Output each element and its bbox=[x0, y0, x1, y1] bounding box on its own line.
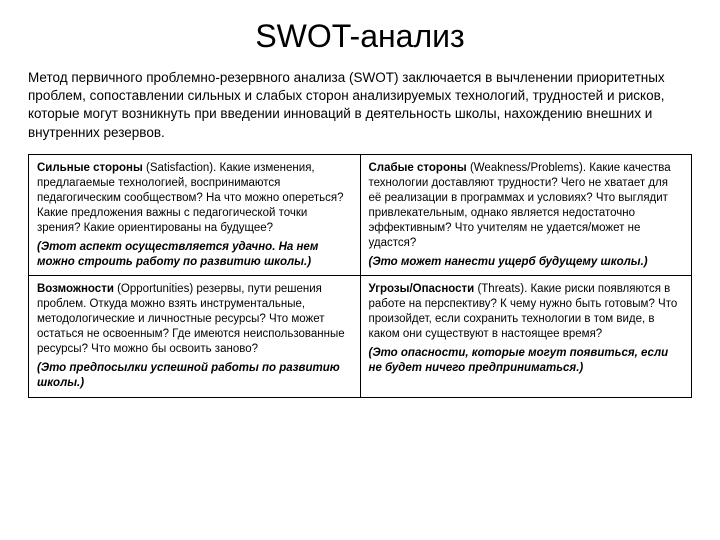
cell-paren: (Threats). bbox=[474, 283, 530, 295]
intro-paragraph: Метод первичного проблемно-резервного ан… bbox=[28, 69, 692, 142]
cell-body: Сильные стороны (Satisfaction). Какие из… bbox=[37, 161, 352, 236]
table-row: Сильные стороны (Satisfaction). Какие из… bbox=[29, 154, 692, 276]
cell-threats: Угрозы/Опасности (Threats). Какие риски … bbox=[360, 276, 692, 398]
table-row: Возможности (Opportunities) резервы, пут… bbox=[29, 276, 692, 398]
cell-note: (Это может нанести ущерб будущему школы.… bbox=[369, 255, 684, 270]
page-title: SWOT-анализ bbox=[28, 18, 692, 55]
cell-body: Слабые стороны (Weakness/Problems). Каки… bbox=[369, 161, 684, 251]
cell-label: Угрозы/Опасности bbox=[369, 283, 475, 295]
cell-weaknesses: Слабые стороны (Weakness/Problems). Каки… bbox=[360, 154, 692, 276]
cell-note: (Это предпосылки успешной работы по разв… bbox=[37, 361, 352, 391]
cell-label: Возможности bbox=[37, 283, 114, 295]
cell-note: (Это опасности, которые могут появиться,… bbox=[369, 346, 684, 376]
cell-label: Сильные стороны bbox=[37, 162, 143, 174]
cell-strengths: Сильные стороны (Satisfaction). Какие из… bbox=[29, 154, 361, 276]
cell-paren: (Satisfaction). bbox=[143, 162, 220, 174]
swot-table: Сильные стороны (Satisfaction). Какие из… bbox=[28, 154, 692, 398]
cell-label: Слабые стороны bbox=[369, 162, 467, 174]
cell-opportunities: Возможности (Opportunities) резервы, пут… bbox=[29, 276, 361, 398]
slide: SWOT-анализ Метод первичного проблемно-р… bbox=[0, 0, 720, 540]
cell-paren: (Opportunities) bbox=[114, 283, 196, 295]
cell-paren: (Weakness/Problems). bbox=[467, 162, 590, 174]
cell-note: (Этот аспект осуществляется удачно. На н… bbox=[37, 240, 352, 270]
cell-body: Возможности (Opportunities) резервы, пут… bbox=[37, 282, 352, 357]
cell-text: Какие качества технологии доставляют тру… bbox=[369, 162, 671, 249]
cell-body: Угрозы/Опасности (Threats). Какие риски … bbox=[369, 282, 684, 342]
